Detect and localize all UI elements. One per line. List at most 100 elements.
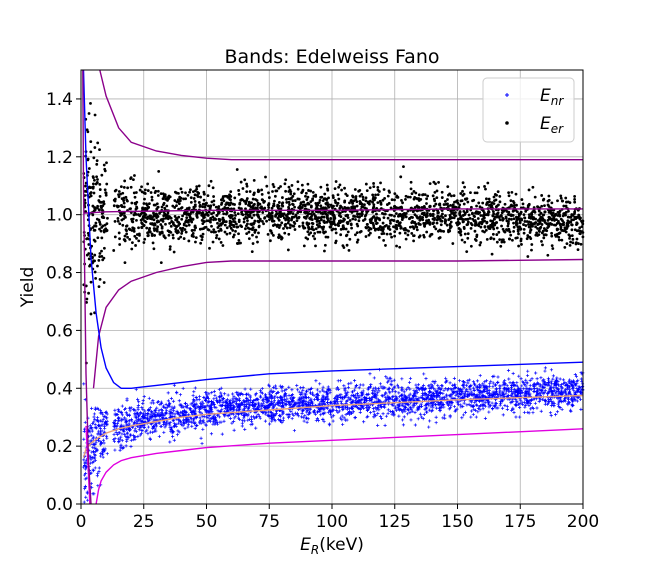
point-nr	[543, 366, 548, 370]
point-er	[461, 181, 465, 185]
point-nr	[525, 381, 530, 385]
point-nr	[264, 398, 268, 402]
point-nr	[530, 405, 534, 409]
point-er	[118, 222, 122, 226]
point-er	[357, 219, 361, 223]
point-er	[285, 197, 288, 201]
point-nr	[326, 388, 331, 392]
point-nr	[246, 406, 250, 410]
point-nr	[298, 402, 302, 406]
point-er	[382, 239, 386, 242]
point-nr	[92, 412, 97, 416]
point-er	[126, 186, 130, 190]
point-er	[451, 242, 455, 245]
point-nr	[573, 381, 577, 386]
point-nr	[258, 416, 262, 420]
point-nr	[113, 448, 117, 452]
point-er	[530, 248, 533, 252]
point-er	[492, 195, 496, 199]
point-nr	[434, 421, 438, 425]
point-nr	[546, 380, 550, 384]
point-nr	[433, 394, 437, 399]
point-er	[212, 211, 216, 214]
point-nr	[517, 374, 521, 378]
point-er	[232, 224, 236, 227]
point-nr	[260, 403, 265, 408]
point-er	[466, 200, 470, 204]
point-er	[378, 218, 382, 222]
point-er	[142, 241, 146, 244]
point-nr	[446, 388, 450, 392]
point-er	[217, 237, 221, 241]
point-nr	[487, 410, 491, 414]
point-er	[340, 220, 344, 223]
point-nr	[469, 409, 474, 413]
point-nr	[425, 392, 429, 397]
point-nr	[184, 405, 188, 409]
point-nr	[212, 417, 216, 421]
point-nr	[552, 403, 556, 408]
point-er	[522, 231, 526, 235]
point-er	[265, 219, 268, 223]
point-nr	[528, 401, 533, 405]
point-nr	[548, 388, 552, 392]
point-er	[435, 189, 439, 193]
point-nr	[410, 409, 414, 413]
point-nr	[141, 412, 145, 416]
point-er	[347, 248, 351, 252]
point-er	[104, 191, 108, 195]
point-nr	[191, 393, 195, 398]
point-nr	[345, 418, 349, 422]
point-nr	[232, 428, 236, 432]
point-nr	[129, 417, 134, 421]
point-nr	[505, 407, 509, 411]
point-nr	[315, 392, 320, 396]
point-nr	[460, 390, 464, 394]
point-nr	[270, 419, 274, 423]
point-nr	[523, 392, 527, 396]
point-er	[492, 237, 496, 241]
point-nr	[503, 403, 507, 408]
point-nr	[345, 407, 349, 411]
point-er	[482, 213, 485, 217]
point-nr	[287, 401, 292, 405]
point-nr	[559, 400, 564, 404]
point-nr	[315, 417, 320, 421]
point-nr	[321, 388, 325, 392]
point-er	[232, 207, 236, 211]
point-nr	[397, 391, 401, 395]
point-er	[518, 221, 522, 225]
point-nr	[312, 397, 317, 402]
point-er	[346, 230, 350, 234]
point-nr	[548, 411, 553, 415]
point-nr	[429, 385, 433, 389]
point-nr	[575, 399, 580, 403]
point-nr	[404, 388, 409, 392]
point-nr	[563, 396, 567, 400]
point-er	[306, 214, 309, 218]
point-er	[336, 193, 340, 197]
point-nr	[500, 394, 504, 398]
point-nr	[346, 405, 350, 409]
point-nr	[420, 385, 424, 389]
point-nr	[212, 389, 216, 393]
point-nr	[136, 406, 140, 410]
point-er	[221, 196, 225, 200]
point-nr	[100, 452, 105, 457]
point-nr	[153, 408, 158, 412]
point-nr	[554, 413, 558, 417]
point-er	[117, 195, 121, 199]
point-nr	[381, 412, 385, 416]
point-nr	[290, 393, 295, 397]
point-nr	[478, 404, 483, 408]
point-nr	[420, 396, 424, 400]
point-nr	[255, 397, 259, 402]
point-er	[365, 223, 369, 226]
point-nr	[228, 416, 232, 421]
point-nr	[306, 417, 310, 421]
point-nr	[240, 421, 244, 425]
point-nr	[243, 427, 247, 431]
point-nr	[290, 399, 295, 403]
point-nr	[530, 377, 534, 381]
point-er	[93, 146, 97, 149]
